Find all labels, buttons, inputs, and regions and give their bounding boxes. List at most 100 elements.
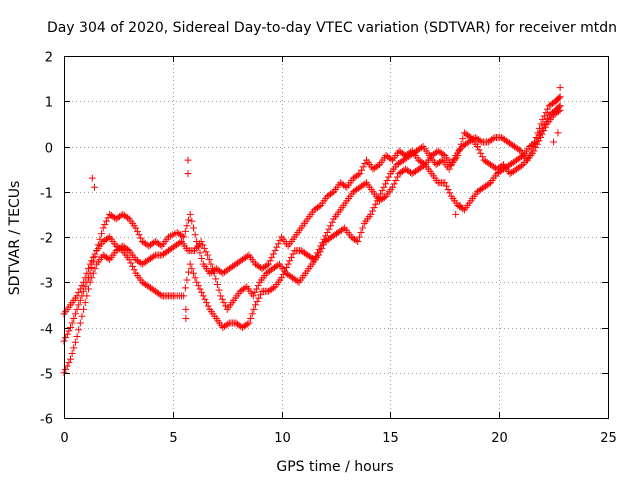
track-c-point — [222, 302, 230, 310]
track-c-point — [352, 236, 360, 244]
outliers-point — [88, 174, 96, 182]
track-b-point — [183, 276, 191, 284]
track-a-point — [556, 93, 564, 101]
track-a-point — [178, 232, 186, 240]
track-c-point — [249, 292, 257, 300]
track-c-point — [540, 127, 548, 135]
track-a-point — [196, 249, 204, 257]
track-c-point — [210, 269, 218, 277]
track-c-point — [319, 241, 327, 249]
track-a-point — [387, 155, 395, 163]
track-b-point — [389, 183, 397, 191]
track-a-point — [271, 247, 279, 255]
track-c-point — [316, 248, 324, 256]
track-a-point — [183, 222, 191, 230]
track-b-point — [256, 291, 264, 299]
track-c-point — [339, 225, 347, 233]
track-b-point — [91, 252, 99, 260]
track-c-point — [207, 260, 215, 268]
track-c-point — [220, 299, 228, 307]
track-a-point — [269, 250, 277, 258]
track-c-point — [75, 326, 83, 334]
y-tick-label: 0 — [45, 142, 53, 157]
track-a-point — [98, 230, 106, 238]
track-b-point — [88, 264, 96, 272]
track-a-point — [191, 231, 199, 239]
track-a-point — [439, 150, 447, 158]
track-c-point — [197, 238, 205, 246]
track-c-point — [367, 210, 375, 218]
track-a-point — [555, 94, 563, 102]
track-b-point — [104, 234, 112, 242]
track-c-point — [357, 228, 365, 236]
track-a-point — [274, 240, 282, 248]
track-b-point — [325, 225, 333, 233]
track-b-point — [243, 320, 251, 328]
track-c-point — [205, 256, 213, 264]
track-b-point — [203, 299, 211, 307]
track-c-point — [68, 350, 76, 358]
x-tick-label: 10 — [274, 431, 291, 446]
track-a-point — [276, 236, 284, 244]
y-tick-labels: -6 -5 -4 -3 -2 -1 0 1 2 — [40, 51, 53, 428]
track-a-point — [358, 166, 366, 174]
track-b-point — [361, 180, 369, 188]
track-a-point — [189, 224, 197, 232]
grid-lines — [64, 56, 608, 418]
track-a-point — [356, 170, 364, 178]
track-b-point — [80, 287, 88, 295]
track-c-point — [537, 133, 545, 141]
track-c-point — [78, 312, 86, 320]
track-c-point — [124, 245, 132, 253]
track-b-point — [188, 265, 196, 273]
track-a-point — [315, 202, 323, 210]
x-tick-label: 5 — [169, 431, 177, 446]
track-c-point — [62, 365, 70, 373]
track-a-point — [181, 227, 189, 235]
track-b-point — [65, 327, 73, 335]
track-b-point — [186, 260, 194, 268]
track-c-point — [76, 319, 84, 327]
track-c-point — [217, 292, 225, 300]
track-a-point — [361, 159, 369, 167]
track-c-point — [199, 241, 207, 249]
track-a-point — [188, 217, 196, 225]
track-b-point — [71, 310, 79, 318]
track-c-point — [383, 176, 391, 184]
track-c-point — [538, 130, 546, 138]
track-c-point — [359, 224, 367, 232]
track-c-point — [373, 197, 381, 205]
track-c-point — [541, 123, 549, 131]
track-c-point — [81, 299, 89, 307]
track-a-point — [180, 233, 188, 241]
track-a-point — [354, 171, 362, 179]
track-b-point — [250, 305, 258, 313]
track-c-point — [65, 359, 73, 367]
track-c-point — [315, 251, 323, 259]
track-c-point — [200, 244, 208, 252]
y-tick-label: 1 — [45, 96, 53, 111]
track-c-point — [86, 278, 94, 286]
track-a-point — [341, 182, 349, 190]
track-c-point — [215, 286, 223, 294]
track-c-point — [385, 173, 393, 181]
data-points — [60, 84, 564, 377]
track-c-point — [73, 333, 81, 341]
track-a-point — [374, 162, 382, 170]
track-c-point — [274, 261, 282, 269]
track-c-point — [445, 165, 453, 173]
track-c-point — [556, 106, 564, 114]
track-a-point — [273, 243, 281, 251]
track-c-point — [204, 251, 212, 259]
track-b-point — [198, 288, 206, 296]
outliers-point — [554, 129, 562, 137]
track-b-point — [442, 182, 450, 190]
track-c-point — [355, 233, 363, 241]
track-c-point — [530, 147, 538, 155]
track-b-point — [70, 314, 78, 322]
track-b-point — [253, 297, 261, 305]
track-a-point — [544, 105, 552, 113]
outliers-point — [184, 170, 192, 178]
track-b-point — [555, 103, 563, 111]
